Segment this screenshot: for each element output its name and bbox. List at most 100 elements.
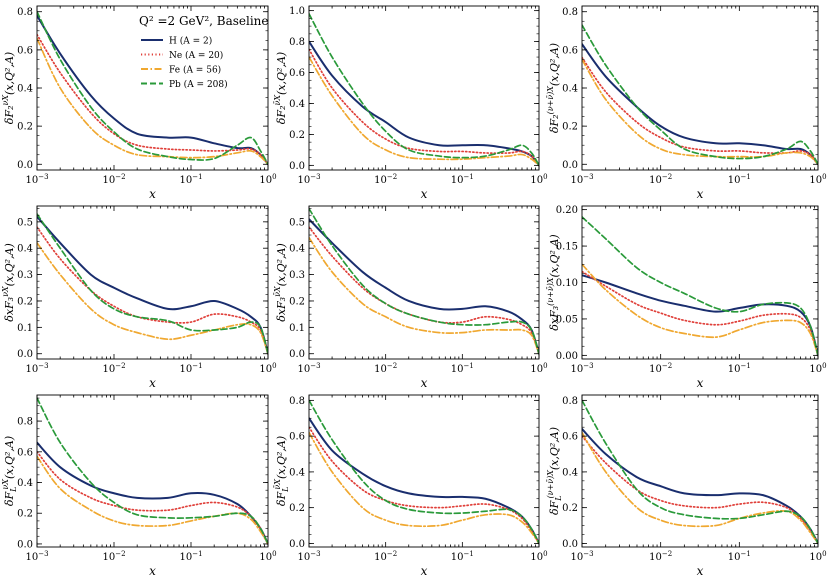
y-tick-label: 0.1 (289, 323, 305, 334)
y-tick-label: 0.2 (289, 296, 305, 307)
series-line-pb (582, 400, 818, 543)
x-axis-label: x (697, 376, 704, 390)
series-line-fe (37, 38, 268, 164)
x-tick-label: 10−3 (570, 173, 593, 186)
y-tick-label: 0.0 (17, 160, 33, 171)
y-tick-label: 0.8 (17, 417, 33, 428)
x-tick-label: 10−1 (179, 550, 202, 563)
y-tick-label: 0.2 (289, 130, 305, 141)
y-tick-label: 0.8 (17, 7, 33, 18)
y-tick-label: 0.8 (289, 396, 305, 407)
series-line-pb (582, 25, 818, 164)
x-tick-label: 10−1 (728, 173, 751, 186)
figure-grid: 10−3 10−2 10−1 100 0.0 0.2 0.4 0.6 0.8 x δF₂νX(x,Q… (0, 0, 831, 584)
x-tick-label: 100 (259, 173, 276, 186)
y-tick-label: 0.0 (562, 160, 578, 171)
y-tick-label: 0.2 (17, 122, 33, 133)
x-tick-label: 10−1 (451, 173, 474, 186)
chart-panel-8: 10−3 10−2 10−1 100 0.0 0.2 0.4 0.6 0.8 x δFLν̄X(x,… (273, 395, 548, 578)
y-tick-label: 0.2 (17, 296, 33, 307)
y-tick-label: 0.20 (556, 205, 578, 216)
series-line-h (37, 217, 268, 354)
x-tick-label: 10−2 (374, 362, 397, 375)
x-axis-label: x (697, 187, 704, 201)
series-line-h (582, 275, 818, 355)
y-tick-label: 0.5 (17, 217, 33, 228)
x-axis-label: x (149, 564, 156, 578)
y-axis-label: δxF₃νX(x,Q²,A) (1, 243, 16, 322)
chart-panel-5: 10−3 10−2 10−1 100 0.0 0.1 0.2 0.3 0.4 0.5 x δxF₃ν̄… (273, 206, 548, 390)
plot-frame (309, 395, 539, 547)
x-tick-label: 10−3 (570, 550, 593, 563)
x-tick-label: 100 (809, 550, 826, 563)
y-axis-label: δFLν̄X(x,Q²,A) (273, 436, 290, 506)
x-tick-label: 100 (809, 173, 826, 186)
x-tick-label: 10−1 (179, 173, 202, 186)
y-tick-label: 1.0 (289, 6, 305, 17)
y-tick-label: 0.4 (289, 244, 305, 255)
x-tick-label: 10−3 (297, 173, 320, 186)
x-tick-label: 10−3 (570, 362, 593, 375)
series-line-fe (37, 243, 268, 354)
series-line-h (309, 418, 539, 543)
x-tick-label: 10−2 (649, 550, 672, 563)
x-tick-label: 10−1 (728, 362, 751, 375)
legend-entry: Ne (A = 20) (169, 50, 223, 61)
y-tick-label: 0.0 (17, 539, 33, 550)
series-line-pb (309, 400, 539, 543)
y-tick-label: 0.2 (289, 503, 305, 514)
y-tick-label: 0.0 (289, 161, 305, 172)
x-tick-label: 100 (259, 362, 276, 375)
y-tick-label: 0.4 (562, 467, 578, 478)
x-tick-label: 10−3 (25, 173, 48, 186)
series-line-pb (37, 214, 268, 354)
series-line-pb (37, 398, 268, 544)
y-tick-label: 0.4 (562, 84, 578, 95)
legend-entry: Fe (A = 56) (169, 65, 221, 76)
chart-panel-7: 10−3 10−2 10−1 100 0.0 0.2 0.4 0.6 0.8 x δFLνX(x,Q… (1, 395, 277, 578)
y-tick-label: 0.0 (289, 539, 305, 550)
y-axis-label: δF₂νX(x,Q²,A) (1, 52, 16, 124)
y-tick-label: 0.00 (556, 351, 578, 362)
y-tick-label: 0.5 (289, 217, 305, 228)
y-tick-label: 0.8 (289, 37, 305, 48)
series-line-h (309, 42, 539, 166)
y-axis-label: δF₂(ν+ν̄)X(x,Q²,A) (546, 43, 561, 133)
x-tick-label: 10−1 (179, 362, 202, 375)
plot-frame (37, 395, 268, 547)
plot-frame (309, 206, 539, 359)
x-tick-label: 10−2 (649, 362, 672, 375)
x-tick-label: 10−2 (374, 173, 397, 186)
x-tick-label: 10−2 (102, 362, 125, 375)
legend-entry: Pb (A = 208) (169, 79, 228, 90)
y-tick-label: 0.4 (289, 99, 305, 110)
x-axis-label: x (149, 376, 156, 390)
series-line-ne (309, 227, 539, 354)
y-tick-label: 0.0 (562, 539, 578, 550)
y-tick-label: 0.6 (289, 432, 305, 443)
chart-panel-6: 10−3 10−2 10−1 100 0.00 0.05 0.10 0.15 0.20 x δxF₃… (546, 205, 827, 390)
y-tick-label: 0.2 (17, 509, 33, 520)
y-tick-label: 0.4 (289, 467, 305, 478)
x-axis-label: x (421, 187, 428, 201)
series-line-fe (582, 433, 818, 544)
x-tick-label: 10−2 (102, 173, 125, 186)
x-tick-label: 10−3 (297, 550, 320, 563)
chart-panel-1: 10−3 10−2 10−1 100 0.0 0.2 0.4 0.6 0.8 x δF₂νX(x,Q… (1, 6, 277, 201)
y-tick-label: 0.4 (17, 84, 33, 95)
series-line-fe (309, 57, 539, 165)
x-axis-label: x (697, 564, 704, 578)
y-tick-label: 0.6 (17, 45, 33, 56)
y-tick-label: 0.2 (562, 503, 578, 514)
x-tick-label: 100 (530, 362, 547, 375)
x-tick-label: 100 (530, 173, 547, 186)
x-tick-label: 10−3 (25, 550, 48, 563)
y-tick-label: 0.8 (562, 7, 578, 18)
x-tick-label: 10−2 (102, 550, 125, 563)
chart-panel-3: 10−3 10−2 10−1 1000.00.20.40.60.8xδF₂(ν+ν̄)… (546, 6, 827, 201)
series-line-ne (582, 436, 818, 543)
y-tick-label: 0.3 (17, 270, 33, 281)
y-tick-label: 0.6 (562, 45, 578, 56)
x-tick-label: 10−2 (374, 550, 397, 563)
x-tick-label: 100 (259, 550, 276, 563)
